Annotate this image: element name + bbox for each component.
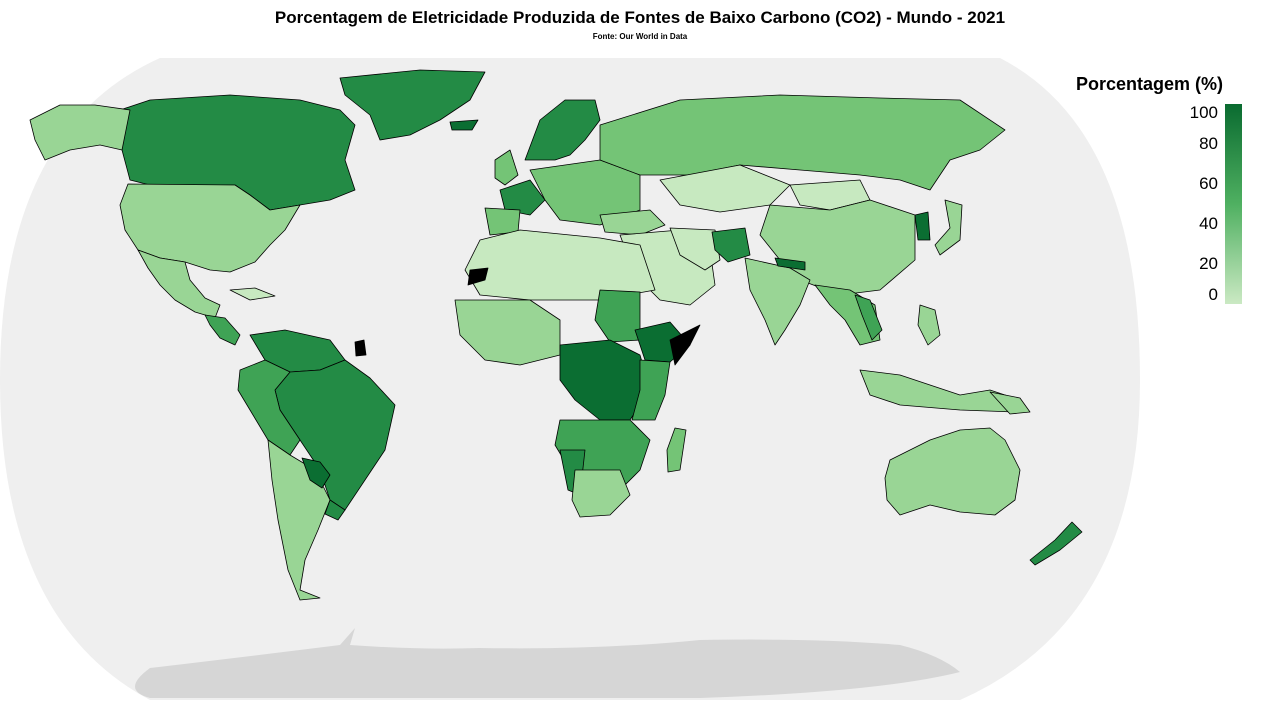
legend-tick-40: 40 — [1199, 214, 1218, 233]
country-french-guiana — [354, 339, 367, 357]
country-west-africa[interactable] — [454, 299, 561, 366]
legend-tick-20: 20 — [1199, 254, 1218, 273]
legend-tick-0: 0 — [1208, 285, 1218, 304]
country-papua-new-guinea[interactable] — [989, 391, 1031, 415]
country-uruguay[interactable] — [324, 499, 346, 521]
country-western-sahara — [467, 267, 489, 286]
legend-title: Porcentagem (%) — [1076, 74, 1224, 94]
country-paraguay[interactable] — [301, 457, 331, 489]
country-greenland[interactable] — [339, 69, 486, 141]
country-vietnam[interactable] — [854, 294, 883, 341]
country-madagascar[interactable] — [666, 427, 687, 473]
country-afghanistan[interactable] — [711, 227, 751, 263]
country-iceland[interactable] — [449, 119, 479, 131]
country-philippines[interactable] — [917, 304, 941, 346]
country-central-america[interactable] — [204, 314, 241, 346]
country-france[interactable] — [499, 179, 546, 216]
country-cuba[interactable] — [229, 287, 276, 301]
legend-tick-60: 60 — [1199, 174, 1218, 193]
country-sudan[interactable] — [594, 289, 641, 343]
country-china[interactable] — [759, 199, 916, 296]
country-new-zealand[interactable] — [1029, 521, 1083, 566]
country-canada[interactable] — [119, 94, 356, 211]
country-alaska[interactable] — [29, 104, 131, 161]
country-peru-bolivia[interactable] — [237, 359, 301, 456]
country-mexico[interactable] — [137, 249, 221, 319]
map-subtitle: Fonte: Our World in Data — [592, 32, 688, 41]
country-turkey[interactable] — [599, 209, 666, 236]
country-usa[interactable] — [119, 183, 301, 273]
country-nepal[interactable] — [774, 257, 806, 271]
country-south-africa[interactable] — [571, 469, 631, 518]
country-korea[interactable] — [914, 211, 931, 241]
legend-tick-100: 100 — [1189, 103, 1218, 122]
country-iran[interactable] — [669, 227, 721, 271]
map-title: Porcentagem de Eletricidade Produzida de… — [274, 8, 1006, 27]
country-australia[interactable] — [884, 427, 1021, 516]
country-japan[interactable] — [934, 199, 963, 256]
country-russia[interactable] — [599, 94, 1006, 191]
antarctica — [135, 628, 960, 698]
legend-tick-80: 80 — [1199, 134, 1218, 153]
country-india[interactable] — [744, 257, 811, 346]
country-east-africa[interactable] — [631, 359, 671, 421]
legend-colorbar — [1225, 104, 1242, 304]
country-scandinavia[interactable] — [524, 99, 601, 161]
country-somalia — [669, 324, 701, 366]
country-uk[interactable] — [494, 149, 519, 186]
